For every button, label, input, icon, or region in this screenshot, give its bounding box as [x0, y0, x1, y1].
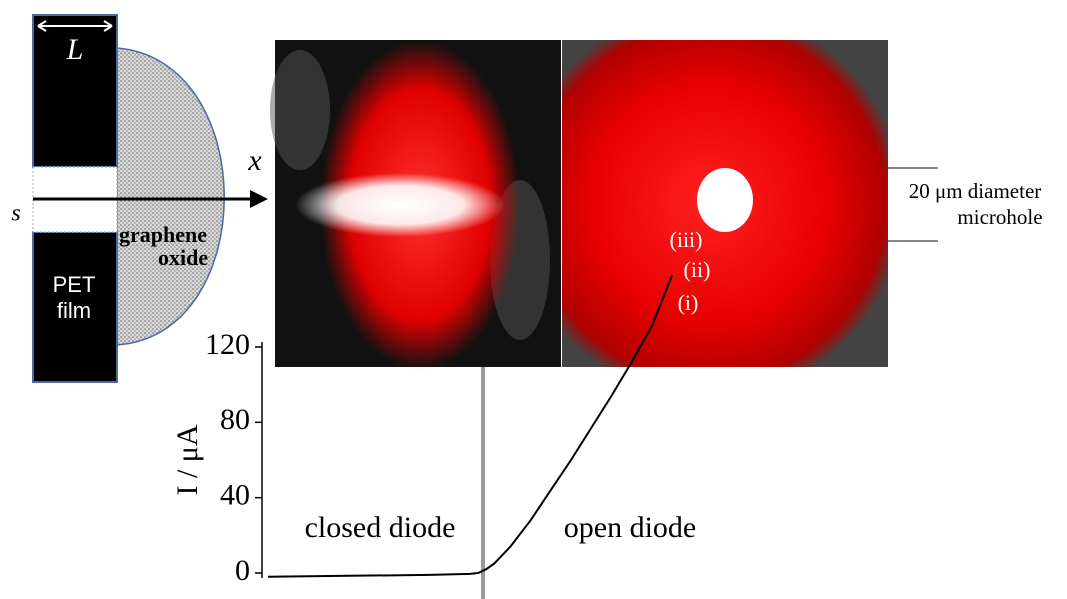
axis-label: x	[247, 144, 262, 177]
point-label: (iii)	[670, 227, 703, 252]
width-label: L	[66, 33, 84, 66]
hole-label: 20 μm diameter	[909, 179, 1042, 203]
micrograph-left	[270, 40, 561, 370]
y-tick-label: 0	[235, 554, 250, 587]
y-tick-label: 40	[220, 479, 250, 512]
film-label: film	[57, 298, 91, 323]
coating-label: graphene	[119, 222, 207, 247]
x-arrow-head	[250, 190, 268, 208]
figure: L x s graphene oxide PET film (iii) (ii)…	[0, 0, 1067, 599]
y-tick-label: 120	[205, 328, 250, 361]
point-label: (ii)	[684, 257, 711, 282]
micrograph-right: (iii) (ii) (i)	[562, 40, 888, 367]
hole-label: microhole	[957, 205, 1042, 229]
slit-label: s	[11, 201, 20, 227]
coating-label: oxide	[158, 245, 208, 270]
annotation: open diode	[564, 511, 696, 544]
point-label: (i)	[678, 290, 699, 315]
page: {"diagram": {"width_label": "L", "axis_l…	[0, 0, 1067, 599]
y-tick-label: 80	[220, 403, 250, 436]
coating-shape	[117, 48, 224, 345]
film-label: PET	[53, 272, 96, 297]
annotation: closed diode	[305, 511, 456, 544]
y-axis-label: I / μA	[171, 424, 204, 495]
